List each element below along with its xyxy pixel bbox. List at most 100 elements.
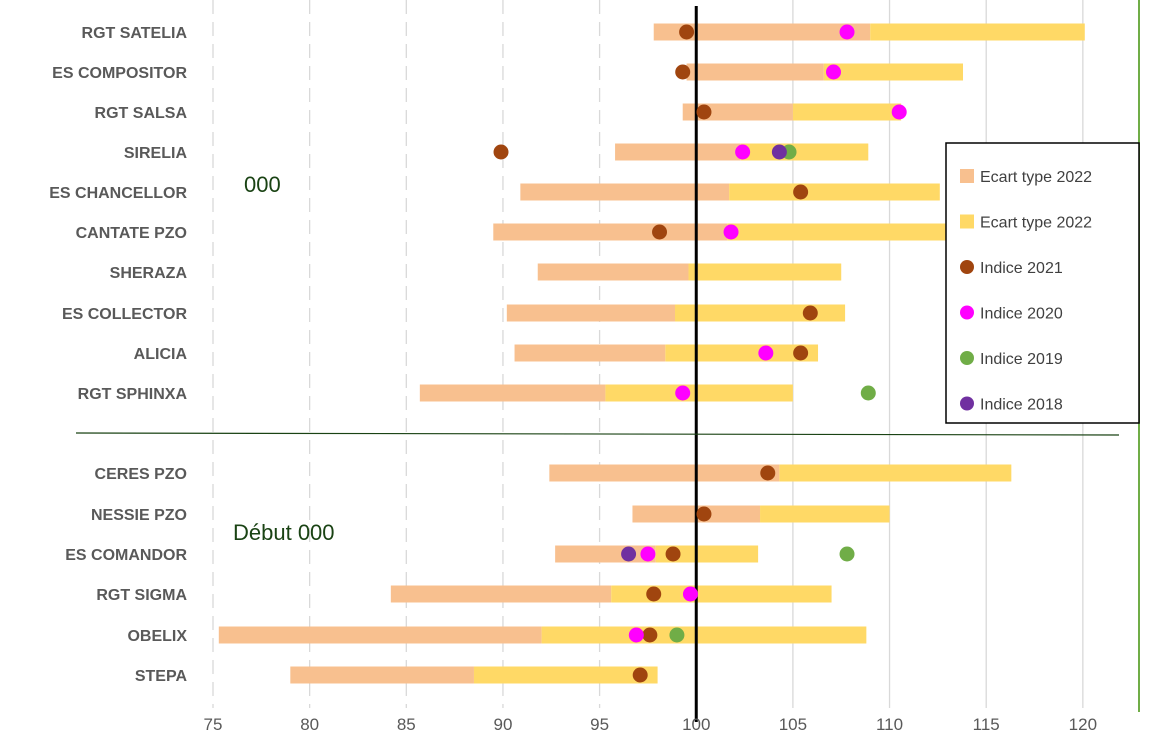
point-i2020-8 xyxy=(758,345,774,361)
x-axis-ticks: 75 80 85 90 95 100 105 110 115 120 xyxy=(204,715,1097,734)
bar-lower-4 xyxy=(520,183,730,201)
bar-upper-5 xyxy=(727,223,962,241)
point-i2021-11 xyxy=(696,506,712,522)
category-label-7: ES COLLECTOR xyxy=(62,306,187,323)
bar-lower-13 xyxy=(390,585,612,603)
point-i2018-12 xyxy=(621,546,637,562)
legend-swatch-1 xyxy=(960,214,974,229)
category-label-2: RGT SALSA xyxy=(95,105,188,122)
category-label-13: RGT SIGMA xyxy=(96,587,187,604)
category-label-1: ES COMPOSITOR xyxy=(52,65,187,82)
group-label-top: 000 xyxy=(244,172,281,197)
bar-lower-0 xyxy=(653,23,871,41)
category-label-0: RGT SATELIA xyxy=(82,25,188,42)
point-i2021-14 xyxy=(642,627,658,643)
category-label-14: OBELIX xyxy=(127,628,187,645)
category-label-5: CANTATE PZO xyxy=(76,225,187,242)
point-i2020-5 xyxy=(723,224,739,240)
bar-lower-2 xyxy=(682,103,793,121)
legend-label-0: Ecart type 2022 xyxy=(980,169,1092,186)
category-label-8: ALICIA xyxy=(134,346,188,363)
tick-label-110: 110 xyxy=(876,715,903,734)
point-i2021-15 xyxy=(632,667,648,683)
group-label-bottom: Début 000 xyxy=(233,520,335,545)
point-i2020-3 xyxy=(735,144,751,160)
point-i2018-3 xyxy=(771,144,787,160)
point-i2021-10 xyxy=(760,465,776,481)
point-i2021-5 xyxy=(652,224,668,240)
bar-upper-9 xyxy=(605,384,793,402)
point-i2021-4 xyxy=(793,184,809,200)
tick-label-120: 120 xyxy=(1069,715,1097,734)
tick-label-115: 115 xyxy=(973,715,1000,734)
category-label-15: STEPA xyxy=(135,668,188,685)
point-i2020-14 xyxy=(628,627,644,643)
bar-upper-1 xyxy=(823,63,964,81)
group-separator xyxy=(75,432,1120,436)
point-i2020-1 xyxy=(825,64,841,80)
tick-label-80: 80 xyxy=(300,715,319,734)
bar-lower-10 xyxy=(549,464,780,482)
legend-swatch-2 xyxy=(960,260,974,274)
tick-label-85: 85 xyxy=(397,715,416,734)
legend-label-3: Indice 2020 xyxy=(980,306,1063,323)
legend-swatch-5 xyxy=(960,396,974,411)
point-i2021-8 xyxy=(793,345,809,361)
point-i2020-12 xyxy=(640,546,656,562)
bar-upper-6 xyxy=(688,263,842,281)
bar-lower-15 xyxy=(290,666,474,684)
category-label-6: SHERAZA xyxy=(110,265,188,282)
legend-box xyxy=(945,142,1140,424)
tick-label-105: 105 xyxy=(779,715,807,734)
bar-lower-5 xyxy=(493,223,728,241)
bar-upper-10 xyxy=(779,464,1012,482)
bar-upper-7 xyxy=(674,304,846,322)
bar-lower-7 xyxy=(506,304,675,322)
point-i2020-13 xyxy=(682,586,698,602)
bar-upper-2 xyxy=(792,103,902,121)
legend-label-1: Ecart type 2022 xyxy=(980,215,1092,232)
point-i2019-14 xyxy=(669,627,685,643)
point-i2019-9 xyxy=(860,385,876,401)
legend-swatch-4 xyxy=(960,351,974,365)
bar-lower-6 xyxy=(537,263,689,281)
category-label-4: ES CHANCELLOR xyxy=(49,185,187,202)
category-label-9: RGT SPHINXA xyxy=(78,386,188,403)
bar-lower-3 xyxy=(615,143,741,161)
tick-label-95: 95 xyxy=(590,715,609,734)
category-label-3: SIRELIA xyxy=(124,145,188,162)
legend-label-5: Indice 2018 xyxy=(980,397,1063,414)
bar-upper-4 xyxy=(729,183,940,201)
bar-upper-15 xyxy=(473,666,658,684)
bar-upper-11 xyxy=(760,505,890,523)
category-label-11: NESSIE PZO xyxy=(91,507,187,524)
indice-points xyxy=(493,24,907,683)
point-i2020-9 xyxy=(675,385,691,401)
tick-label-90: 90 xyxy=(493,715,512,734)
point-i2021-12 xyxy=(665,546,681,562)
bar-lower-1 xyxy=(686,63,824,81)
bar-upper-12 xyxy=(655,545,759,563)
category-label-12: ES COMANDOR xyxy=(65,547,187,564)
bar-lower-9 xyxy=(419,384,606,402)
tick-label-75: 75 xyxy=(204,715,223,734)
bar-upper-13 xyxy=(611,585,832,603)
bar-upper-0 xyxy=(870,23,1085,41)
point-i2021-3 xyxy=(493,144,509,160)
bar-lower-14 xyxy=(218,626,542,644)
point-i2020-0 xyxy=(839,24,855,40)
legend-label-4: Indice 2019 xyxy=(980,351,1063,368)
category-label-10: CERES PZO xyxy=(95,466,187,483)
point-i2020-2 xyxy=(891,104,907,120)
legend-label-2: Indice 2021 xyxy=(980,260,1063,277)
point-i2021-2 xyxy=(696,104,712,120)
point-i2021-7 xyxy=(802,305,818,321)
point-i2021-13 xyxy=(646,586,662,602)
range-bars xyxy=(218,23,1085,684)
legend-swatch-3 xyxy=(960,305,974,320)
bar-lower-8 xyxy=(514,344,666,362)
bar-upper-14 xyxy=(541,626,867,644)
category-labels: RGT SATELIA ES COMPOSITOR RGT SALSA SIRELIA… xyxy=(49,25,187,685)
tick-label-100: 100 xyxy=(682,715,710,734)
